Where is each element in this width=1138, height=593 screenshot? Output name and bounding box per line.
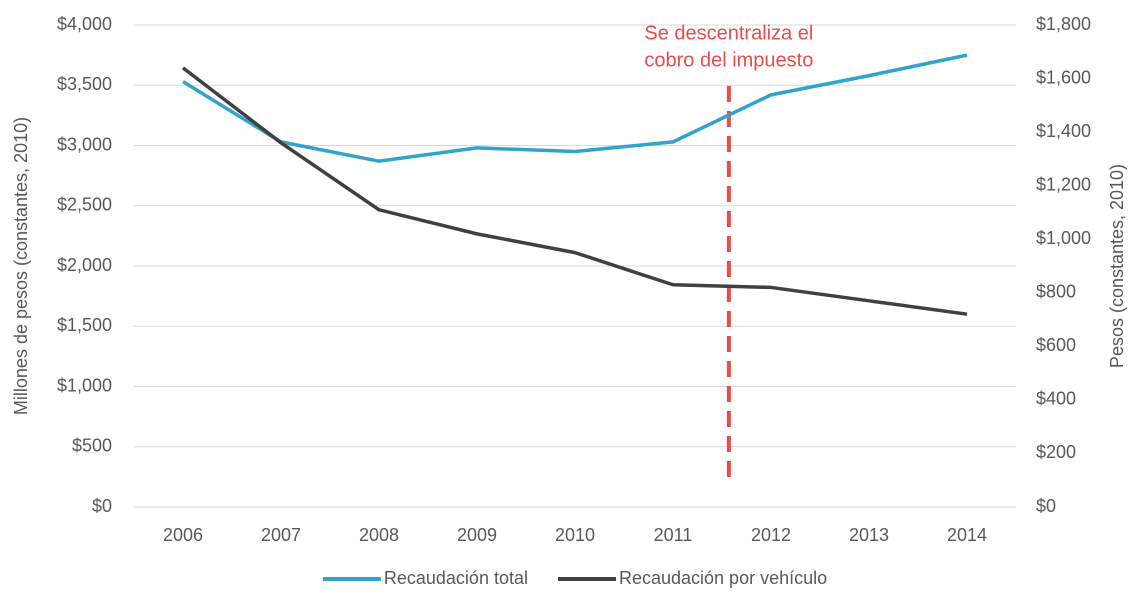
series-line xyxy=(181,66,968,316)
y2-tick-label: $0 xyxy=(1036,496,1056,516)
y-axis-label: Millones de pesos (constantes, 2010) xyxy=(11,117,31,415)
y-tick-label: $3,000 xyxy=(57,134,112,154)
x-tick-label: 2007 xyxy=(261,525,301,545)
y-tick-label: $0 xyxy=(92,496,112,516)
y-tick-label: $500 xyxy=(72,436,112,456)
y2-tick-label: $1,800 xyxy=(1036,14,1091,34)
y2-axis-label: Pesos (constantes, 2010) xyxy=(1107,164,1127,368)
y2-tick-label: $1,400 xyxy=(1036,121,1091,141)
y-tick-label: $1,000 xyxy=(57,375,112,395)
y2-tick-label: $1,200 xyxy=(1036,174,1091,194)
annotation-text: cobro del impuesto xyxy=(644,49,813,71)
y2-tick-label: $200 xyxy=(1036,442,1076,462)
y2-tick-label: $800 xyxy=(1036,282,1076,302)
y2-tick-label: $1,600 xyxy=(1036,67,1091,87)
y2-tick-label: $400 xyxy=(1036,389,1076,409)
x-tick-label: 2012 xyxy=(751,525,791,545)
x-tick-label: 2014 xyxy=(947,525,987,545)
legend-label: Recaudación por vehículo xyxy=(619,568,827,588)
y-tick-label: $2,500 xyxy=(57,195,112,215)
x-tick-label: 2010 xyxy=(555,525,595,545)
x-tick-label: 2006 xyxy=(163,525,203,545)
series-line xyxy=(182,53,968,163)
y2-tick-label: $1,000 xyxy=(1036,228,1091,248)
y-tick-label: $2,000 xyxy=(57,255,112,275)
x-tick-label: 2011 xyxy=(654,525,693,545)
x-tick-label: 2008 xyxy=(359,525,399,545)
y-tick-label: $1,500 xyxy=(57,315,112,335)
y-tick-label: $3,500 xyxy=(57,74,112,94)
y-tick-label: $4,000 xyxy=(57,14,112,34)
x-tick-label: 2013 xyxy=(849,525,889,545)
legend-label: Recaudación total xyxy=(384,568,528,588)
y2-tick-label: $600 xyxy=(1036,335,1076,355)
x-tick-label: 2009 xyxy=(457,525,497,545)
annotation-text: Se descentraliza el xyxy=(644,22,813,44)
